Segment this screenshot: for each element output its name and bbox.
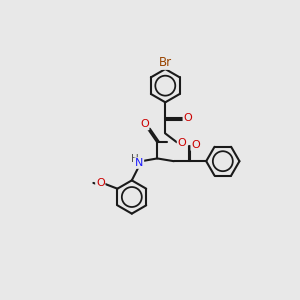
Text: Br: Br: [159, 56, 172, 69]
Text: O: O: [191, 140, 200, 150]
Text: O: O: [183, 113, 192, 124]
Text: O: O: [178, 138, 186, 148]
Text: O: O: [96, 178, 105, 188]
Text: H: H: [131, 154, 139, 164]
Text: N: N: [135, 158, 143, 168]
Text: O: O: [140, 119, 149, 130]
